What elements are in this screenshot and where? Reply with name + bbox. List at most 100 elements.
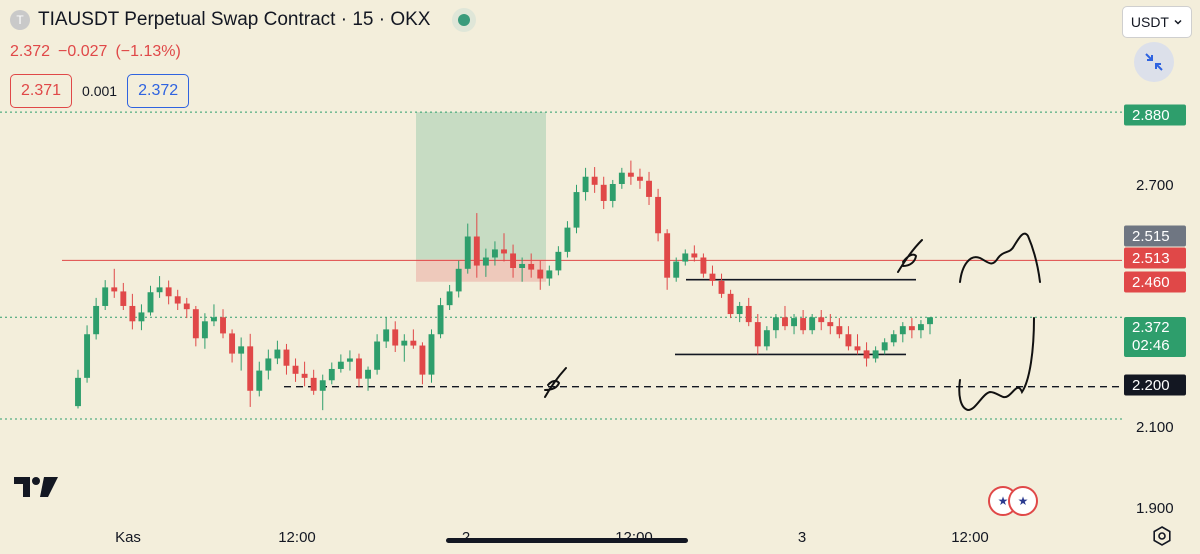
candle-body xyxy=(192,309,199,339)
candle-body xyxy=(292,365,299,374)
tradingview-logo-icon[interactable] xyxy=(14,475,58,504)
price-tag-value: 2.200 xyxy=(1132,377,1170,394)
collapse-button[interactable] xyxy=(1134,42,1174,82)
candle-body xyxy=(791,318,797,327)
currency-selector[interactable]: USDT xyxy=(1121,6,1192,38)
position-loss-zone[interactable] xyxy=(416,259,546,282)
candle-body xyxy=(691,253,698,258)
candle-body xyxy=(772,317,779,331)
candle-body xyxy=(310,377,317,391)
spread-value: 0.001 xyxy=(82,83,118,99)
buy-ask-button[interactable]: 2.372 xyxy=(127,74,190,108)
candle-body xyxy=(165,287,172,297)
time-axis-label: Kas xyxy=(115,529,141,546)
sell-bid-button[interactable]: 2.371 xyxy=(10,74,73,108)
candle-body xyxy=(201,321,208,339)
candle-body xyxy=(365,369,371,379)
candle-body xyxy=(93,305,100,335)
candle-body xyxy=(392,329,399,346)
market-open-dot-icon[interactable] xyxy=(452,8,477,32)
symbol-logo-icon[interactable]: T xyxy=(10,10,30,30)
last-price: 2.372 xyxy=(10,43,51,60)
candle-body xyxy=(501,249,507,254)
candle-body xyxy=(863,350,870,359)
candle-body xyxy=(845,334,852,347)
candle-body xyxy=(328,368,335,381)
candle-body xyxy=(183,303,190,310)
candle-body xyxy=(591,176,598,185)
candle-body xyxy=(265,358,272,371)
price-tag-2-200[interactable] xyxy=(1124,374,1186,396)
candle-body xyxy=(827,322,834,327)
candle-body xyxy=(600,184,607,201)
us-flag-icon[interactable]: ★ xyxy=(1008,486,1038,516)
scribble-wave-lower[interactable] xyxy=(958,317,1035,412)
candle-body xyxy=(754,322,761,347)
candle-body xyxy=(84,334,91,378)
candle-body xyxy=(908,326,915,331)
price-tag-2-515[interactable] xyxy=(1124,225,1186,247)
scribble-check-lower[interactable] xyxy=(544,367,567,398)
candle-body xyxy=(147,292,154,313)
candle-body xyxy=(627,172,634,177)
candle-body xyxy=(745,305,752,323)
price-tag-value: 2.513 xyxy=(1132,250,1170,267)
economic-events[interactable]: ★ ★ xyxy=(988,486,1038,516)
candle-body xyxy=(319,380,326,391)
candle-body xyxy=(102,287,109,306)
candle-body xyxy=(709,273,716,281)
candle-body xyxy=(664,233,671,278)
candle-body xyxy=(301,373,308,378)
gear-icon[interactable] xyxy=(1152,526,1172,551)
scribble-check-upper[interactable] xyxy=(897,239,923,273)
candle-body xyxy=(573,192,580,228)
candle-body xyxy=(455,268,462,292)
candle-body xyxy=(283,349,290,366)
candle-body xyxy=(564,227,571,252)
currency-label: USDT xyxy=(1130,14,1169,30)
candle-body xyxy=(419,345,426,375)
candle-body xyxy=(700,257,707,274)
candle-body xyxy=(446,291,453,306)
candle-body xyxy=(75,377,81,407)
candle-body xyxy=(546,270,553,279)
candle-body xyxy=(682,253,689,262)
candle-body xyxy=(383,329,390,342)
candle-body xyxy=(464,236,471,269)
candle-body xyxy=(346,358,353,362)
price-tag-2-513[interactable] xyxy=(1124,247,1186,269)
candle-body xyxy=(917,324,924,331)
candle-body xyxy=(809,317,816,331)
chart-header: T TIAUSDT Perpetual Swap Contract · 15 ·… xyxy=(10,8,477,32)
candle-body xyxy=(174,296,181,304)
time-axis-label: 12:00 xyxy=(278,529,316,546)
price-tag-value: 2.515 xyxy=(1132,228,1170,245)
time-axis-label: 12:00 xyxy=(951,529,989,546)
price-tag-2-880[interactable] xyxy=(1124,104,1186,126)
symbol-title[interactable]: TIAUSDT Perpetual Swap Contract · 15 · O… xyxy=(38,9,431,30)
quote-buttons: 2.371 0.001 2.372 xyxy=(10,74,190,108)
collapse-arrows-icon xyxy=(1145,53,1163,71)
candle-body xyxy=(256,370,263,391)
candle-body xyxy=(655,196,662,234)
price-change: −0.027 xyxy=(58,43,108,60)
candle-body xyxy=(646,180,652,197)
time-scrollbar[interactable] xyxy=(446,538,688,543)
price-axis-tick-label: 2.100 xyxy=(1136,419,1174,436)
candle-body xyxy=(899,326,906,335)
price-tag-2-372[interactable] xyxy=(1124,317,1186,357)
candle-body xyxy=(736,305,743,315)
candle-body xyxy=(537,269,544,279)
candle-body xyxy=(727,293,734,315)
price-change-percent: (−1.13%) xyxy=(115,43,181,60)
candle-body xyxy=(519,263,526,268)
candle-body xyxy=(482,257,489,266)
candle-body xyxy=(637,176,643,181)
position-profit-zone[interactable] xyxy=(416,112,546,260)
candle-body xyxy=(872,350,879,359)
price-axis-tick-label: 2.700 xyxy=(1136,177,1174,194)
price-tag-2-460[interactable] xyxy=(1124,271,1186,293)
scribble-wave-upper[interactable] xyxy=(959,232,1041,283)
